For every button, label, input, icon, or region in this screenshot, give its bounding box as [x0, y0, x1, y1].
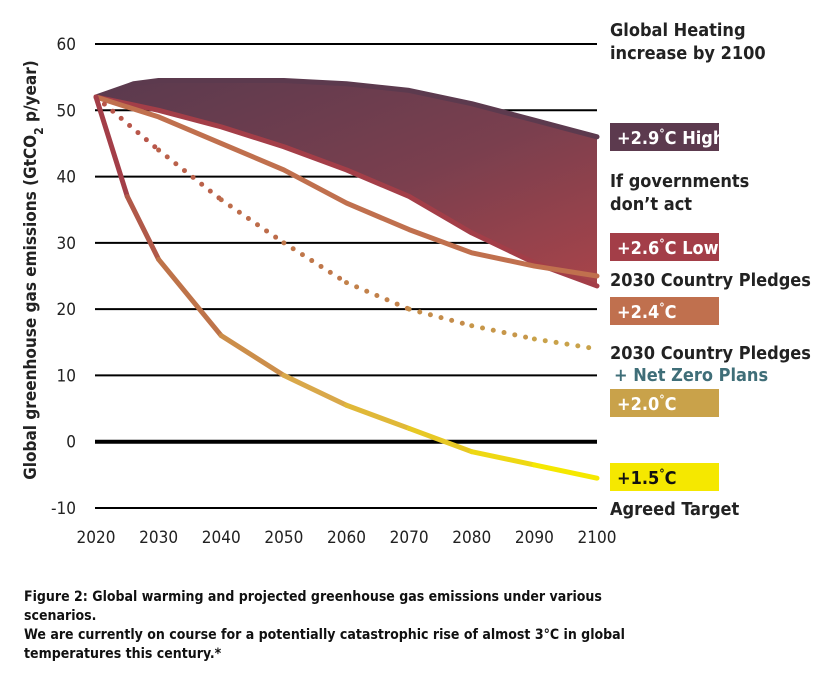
series-segment-target	[344, 402, 412, 431]
series-line-high	[93, 77, 600, 140]
annotation-nz1: 2030 Country Pledges	[610, 343, 811, 364]
annotation-pledge: 2030 Country Pledges	[610, 270, 811, 291]
scenario-band-fill	[96, 80, 597, 286]
caption-line-3: temperatures this century.*	[24, 646, 222, 662]
x-tick-labels: 2020 2030 2040 2050 2060 2070 2080 2090 2100	[77, 528, 617, 548]
y-tick-label: 20	[57, 300, 76, 320]
annotation-heating2: increase by 2100	[610, 43, 766, 64]
series-line-low	[93, 94, 600, 289]
x-tick-label: 2090	[515, 528, 554, 548]
series-segment-netzero	[156, 147, 224, 203]
annotation-heating1: Global Heating	[610, 20, 746, 41]
badge-label: +1.5°C	[617, 467, 677, 489]
badge-low: +2.6°C Low	[610, 233, 719, 261]
x-tick-label: 2070	[390, 528, 429, 548]
series-segment-target	[406, 425, 475, 455]
annotation-act1: If governments	[610, 171, 749, 192]
y-tick-label: -10	[51, 499, 76, 519]
temperature-badges: +2.9°C High +2.6°C Low +2.4°C +2.0°C +1.5°C	[610, 123, 724, 491]
y-tick-label: 0	[66, 433, 76, 453]
series-segment-netzero	[406, 306, 475, 329]
y-tick-label: 60	[57, 35, 76, 55]
series-line-pledges	[93, 94, 600, 279]
annotation-act2: don’t act	[610, 194, 692, 215]
badge-background	[610, 389, 719, 417]
series-segment-target	[93, 94, 130, 199]
x-tick-label: 2060	[327, 528, 366, 548]
y-tick-label: 30	[57, 234, 76, 254]
annotation-nz2: + Net Zero Plans	[614, 365, 768, 386]
badge-background	[610, 297, 719, 325]
series-segment-target	[218, 333, 287, 378]
y-tick-label: 10	[57, 366, 76, 386]
x-tick-label: 2040	[202, 528, 241, 548]
badge-background	[610, 463, 719, 491]
series-segment-target	[124, 193, 162, 262]
series-segment-netzero	[93, 94, 162, 153]
series-segment-netzero	[531, 336, 600, 352]
series-segment-netzero	[344, 280, 412, 312]
y-axis-label: Global greenhouse gas emissions (GtCO2 p…	[21, 60, 46, 480]
series-lines	[93, 77, 600, 481]
badge-label: +2.6°C Low	[617, 237, 719, 259]
annotation-target: Agreed Target	[610, 499, 740, 520]
series-segment-target	[469, 449, 537, 468]
badge-pledges: +2.4°C	[610, 297, 719, 325]
x-tick-label: 2020	[77, 528, 116, 548]
badge-label: +2.4°C	[617, 301, 677, 323]
x-tick-label: 2080	[452, 528, 491, 548]
y-tick-label: 40	[57, 168, 76, 188]
series-segment-netzero	[281, 240, 349, 286]
badge-target: +1.5°C	[610, 463, 719, 491]
caption-line-1: Figure 2: Global warming and projected g…	[24, 589, 602, 624]
x-tick-label: 2030	[139, 528, 178, 548]
series-segment-target	[281, 372, 349, 408]
scenario-band	[96, 80, 597, 286]
badge-background	[610, 123, 719, 151]
badge-background	[610, 233, 719, 261]
figure-caption: Figure 2: Global warming and projected g…	[24, 588, 664, 664]
badge-high: +2.9°C High	[610, 123, 724, 151]
x-tick-label: 2100	[578, 528, 617, 548]
series-segment-netzero	[469, 323, 537, 342]
badge-netzero: +2.0°C	[610, 389, 719, 417]
badge-label: +2.0°C	[617, 393, 677, 415]
y-tick-label: 50	[57, 101, 76, 121]
caption-line-2: We are currently on course for a potenti…	[24, 627, 625, 643]
series-segment-target	[156, 256, 224, 339]
badge-label: +2.9°C High	[617, 127, 724, 149]
emissions-chart: 60 50 40 30 20 10 0 -10 2020 2030 2040 2050 2060 207…	[21, 20, 811, 548]
y-tick-labels: 60 50 40 30 20 10 0 -10	[51, 35, 76, 519]
series-segment-target	[531, 462, 600, 481]
series-segment-netzero	[218, 197, 287, 246]
x-tick-label: 2050	[264, 528, 303, 548]
